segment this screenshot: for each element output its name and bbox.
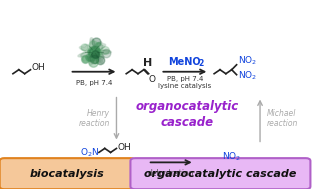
Text: 2: 2	[199, 59, 204, 68]
Text: PB, pH 7.4: PB, pH 7.4	[76, 80, 112, 86]
Text: PB, pH 7.4: PB, pH 7.4	[167, 76, 203, 82]
Text: OH: OH	[32, 63, 45, 72]
Text: NO$_2$: NO$_2$	[222, 150, 241, 163]
FancyBboxPatch shape	[0, 158, 135, 189]
Text: O: O	[149, 75, 156, 84]
Text: NO$_2$: NO$_2$	[238, 69, 257, 82]
Text: Michael
reaction: Michael reaction	[267, 109, 298, 128]
Text: organocatalytic cascade: organocatalytic cascade	[144, 169, 297, 179]
Text: organocatalytic
cascade: organocatalytic cascade	[135, 100, 238, 129]
Text: MeNO: MeNO	[169, 57, 201, 67]
Text: lysine catalysis: lysine catalysis	[158, 83, 211, 89]
Polygon shape	[78, 38, 112, 65]
Text: OH: OH	[117, 143, 131, 152]
Text: O$_2$N: O$_2$N	[80, 146, 99, 159]
Polygon shape	[80, 40, 109, 64]
Text: Henry
reaction: Henry reaction	[78, 109, 110, 128]
Text: dehydration: dehydration	[148, 169, 194, 178]
Text: H: H	[143, 58, 152, 68]
Text: biocatalysis: biocatalysis	[30, 169, 105, 179]
FancyBboxPatch shape	[130, 158, 310, 189]
Text: NO$_2$: NO$_2$	[238, 54, 257, 67]
